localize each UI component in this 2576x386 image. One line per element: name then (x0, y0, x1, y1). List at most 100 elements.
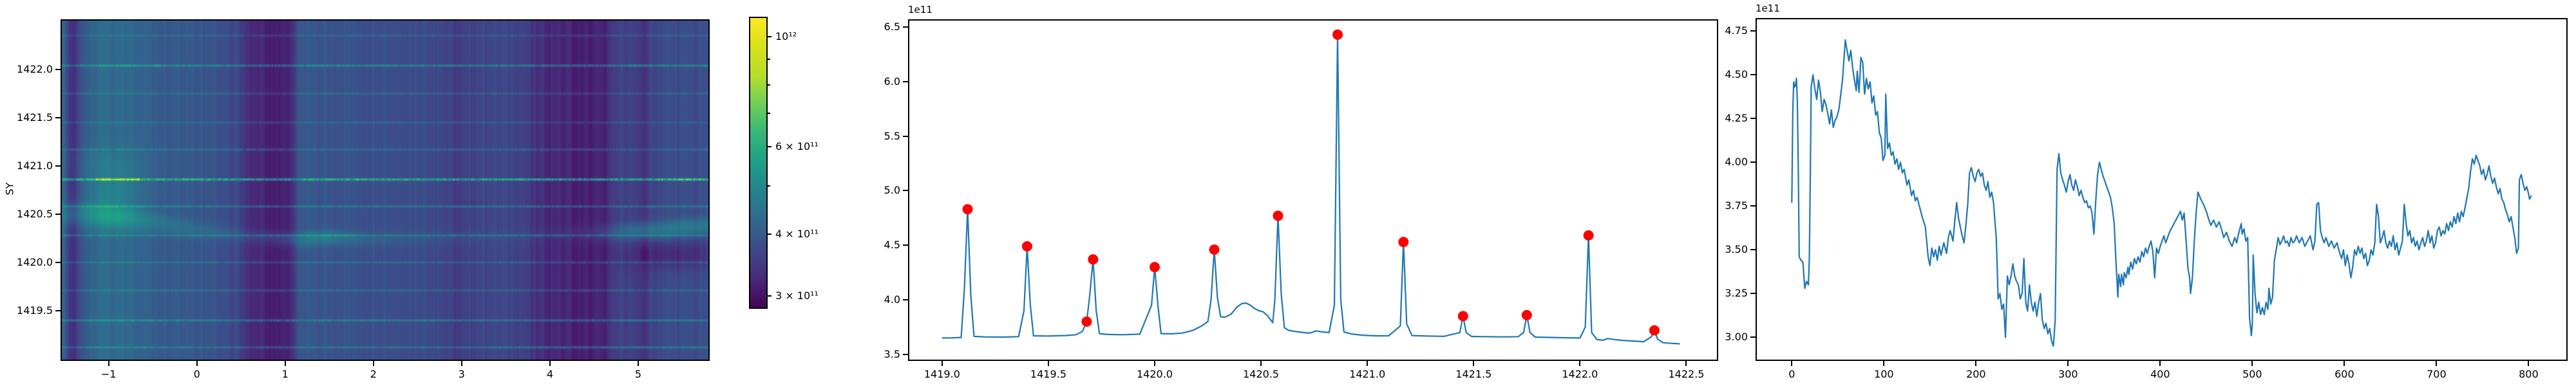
y-tick-mark (903, 135, 908, 137)
x-tick-mark (1367, 361, 1368, 366)
x-tick-mark (2159, 361, 2161, 366)
peak-marker (1332, 29, 1343, 40)
y-tick-mark (55, 214, 61, 215)
y-tick-label: 1419.5 (17, 304, 53, 317)
y-tick-label: 4.75 (1725, 24, 1748, 37)
y-tick-label: 1422.0 (17, 63, 53, 75)
x-tick-mark (1975, 361, 1977, 366)
colorbar-tick-label: 10¹² (775, 30, 797, 42)
y-tick-label: 4.25 (1725, 112, 1748, 125)
y-tick-mark (55, 310, 61, 311)
y-tick-mark (903, 190, 908, 192)
x-tick-label: 400 (2150, 368, 2170, 380)
x-tick-mark (549, 361, 551, 366)
y-tick-label: 5.0 (884, 184, 900, 197)
y-tick-mark (1750, 161, 1756, 163)
x-tick-mark (2436, 361, 2438, 366)
y-tick-mark (55, 117, 61, 118)
x-tick-mark (1685, 361, 1687, 366)
x-tick-mark (1260, 361, 1262, 366)
y-tick-label: 4.00 (1725, 156, 1748, 169)
colorbar-tick-label: 3 × 10¹¹ (775, 290, 819, 302)
colorbar-tick-label: 6 × 10¹¹ (775, 140, 819, 153)
peak-marker (1457, 311, 1468, 322)
heatmap-image (61, 19, 710, 361)
peak-marker (1583, 230, 1594, 241)
peak-marker (1273, 210, 1283, 221)
y-tick-label: 3.75 (1725, 199, 1748, 212)
y-tick-mark (55, 165, 61, 167)
colorbar-minor-tick-mark (768, 59, 770, 60)
y-tick-label: 5.5 (884, 129, 900, 142)
colorbar-tick-mark (768, 233, 772, 235)
x-tick-mark (2251, 361, 2253, 366)
colorbar-tick-label: 4 × 10¹¹ (775, 227, 819, 240)
x-tick-label: 1422.0 (1562, 368, 1598, 380)
y-tick-label: 1420.5 (17, 208, 53, 220)
y-tick-mark (903, 244, 908, 246)
y-tick-label: 1421.5 (17, 111, 53, 124)
x-tick-label: 1419.5 (1030, 368, 1066, 380)
x-tick-label: 4 (546, 368, 554, 380)
colorbar-minor-tick-mark (768, 185, 770, 187)
x-tick-label: 700 (2427, 368, 2447, 380)
x-tick-mark (637, 361, 639, 366)
colorbar-tick-mark (768, 295, 772, 297)
y-tick-mark (1750, 293, 1756, 295)
spectrum-plot (942, 29, 1680, 345)
y-tick-mark (903, 299, 908, 300)
y-tick-mark (1750, 30, 1756, 32)
y-tick-label: 4.5 (884, 239, 900, 252)
x-tick-mark (1883, 361, 1885, 366)
y-tick-label: 4.0 (884, 293, 900, 306)
y-tick-label: 6.0 (884, 75, 900, 87)
y-tick-mark (55, 262, 61, 263)
y-tick-mark (1750, 205, 1756, 207)
x-tick-label: 500 (2242, 368, 2262, 380)
x-tick-label: 3 (458, 368, 465, 380)
x-tick-mark (2344, 361, 2345, 366)
x-tick-mark (1154, 361, 1155, 366)
x-tick-label: 1421.5 (1455, 368, 1492, 380)
y-tick-mark (1750, 74, 1756, 76)
y-tick-mark (55, 69, 61, 70)
colorbar-tick-mark (768, 35, 772, 37)
peak-marker (1081, 316, 1092, 327)
y-tick-label: 3.00 (1725, 331, 1748, 344)
x-tick-label: 300 (2058, 368, 2078, 380)
data-line (1791, 39, 2532, 347)
peak-marker (1398, 237, 1409, 248)
x-tick-label: 5 (634, 368, 642, 380)
colorbar-minor-tick-mark (768, 113, 770, 115)
x-tick-label: 800 (2519, 368, 2539, 380)
peak-marker (962, 204, 973, 215)
y-tick-mark (903, 353, 908, 355)
x-tick-label: 1 (281, 368, 289, 380)
x-tick-label: 1420.5 (1243, 368, 1280, 380)
x-tick-mark (108, 361, 109, 366)
x-tick-mark (1791, 361, 1793, 366)
x-tick-label: −1 (100, 368, 117, 380)
peak-marker (1209, 244, 1220, 255)
peak-marker (1521, 309, 1532, 320)
y-tick-label: 3.25 (1725, 287, 1748, 300)
colorbar-gradient (749, 17, 768, 309)
x-tick-mark (372, 361, 374, 366)
y-tick-label: 1420.0 (17, 256, 53, 268)
x-tick-mark (2528, 361, 2530, 366)
x-tick-label: 600 (2334, 368, 2354, 380)
y-tick-label: 3.50 (1725, 243, 1748, 256)
colorbar-minor-tick-mark (768, 84, 770, 86)
x-tick-mark (1579, 361, 1581, 366)
y-tick-mark (1750, 249, 1756, 251)
y-tick-label: 1421.0 (17, 160, 53, 172)
x-tick-mark (2067, 361, 2069, 366)
x-tick-label: 0 (193, 368, 200, 380)
heatmap-ylabel: SY (3, 182, 16, 195)
y-tick-label: 3.5 (884, 347, 900, 360)
colorbar-tick-mark (768, 146, 772, 148)
peak-marker (1150, 262, 1160, 273)
x-tick-label: 2 (370, 368, 377, 380)
y-tick-mark (1750, 336, 1756, 338)
